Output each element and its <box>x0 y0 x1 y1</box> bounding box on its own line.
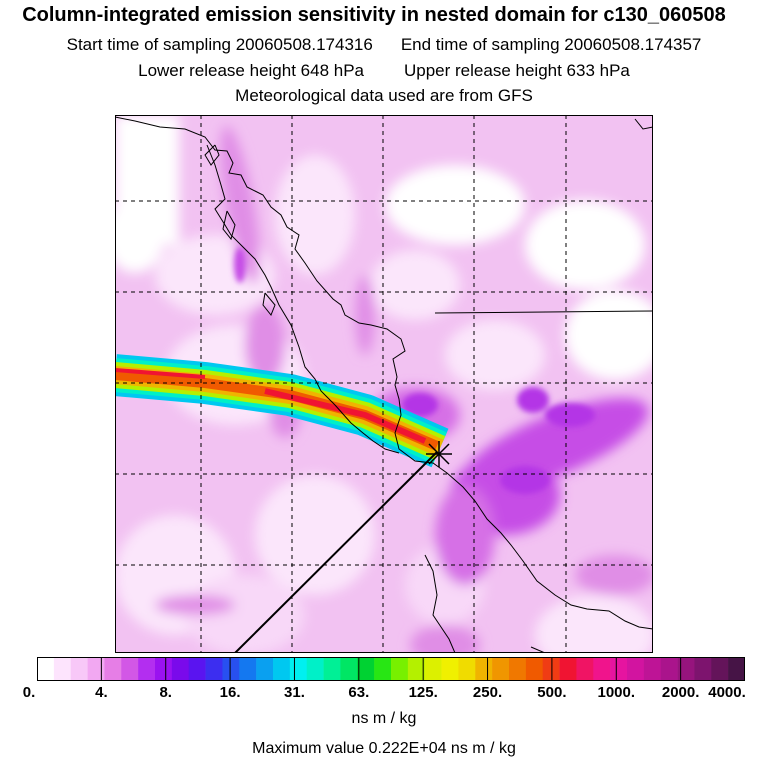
release-point-marker <box>426 441 452 467</box>
colorbar-label: 63. <box>348 684 370 701</box>
colorbar-cell <box>121 657 139 681</box>
colorbar-cell <box>374 657 392 681</box>
colorbar-cell <box>171 657 190 681</box>
upper-release-height: Upper release height 633 hPa <box>404 61 630 80</box>
colorbar-cell <box>627 657 645 681</box>
met-data-source: Meteorological data used are from GFS <box>235 86 533 105</box>
sensitivity-map <box>115 115 653 653</box>
colorbar-label: 8. <box>159 684 172 701</box>
colorbar <box>37 657 745 681</box>
colorbar-cell <box>694 657 712 681</box>
colorbar-frame <box>37 657 745 681</box>
colorbar-units: ns m / kg <box>351 710 417 727</box>
colorbar-cell <box>559 657 577 681</box>
colorbar-label: 125. <box>408 684 438 701</box>
colorbar-label: 500. <box>537 684 567 701</box>
colorbar-cell <box>492 657 510 681</box>
grid-lines <box>115 115 653 653</box>
colorbar-cell <box>525 657 544 681</box>
colorbar-cell <box>357 657 375 681</box>
colorbar-cell <box>239 657 257 681</box>
colorbar-label: 31. <box>284 684 305 701</box>
colorbar-label: 1000. <box>597 684 636 701</box>
colorbar-cell <box>593 657 611 681</box>
lower-release-height: Lower release height 648 hPa <box>138 61 364 80</box>
colorbar-cell <box>509 657 527 681</box>
colorbar-label: 2000. <box>661 684 700 701</box>
colorbar-cell <box>37 657 55 681</box>
colorbar-cell <box>542 657 560 681</box>
colorbar-cell <box>711 657 729 681</box>
colorbar-cell <box>610 657 628 681</box>
sensitivity-field <box>115 115 653 653</box>
colorbar-cell <box>728 657 745 681</box>
colorbar-cell <box>87 657 105 681</box>
map-frame <box>115 115 653 653</box>
maximum-value: Maximum value 0.222E+04 ns m / kg <box>252 740 516 757</box>
colorbar-cell <box>53 657 72 681</box>
plume <box>115 354 449 468</box>
colorbar-cell <box>289 657 308 681</box>
colorbar-cell <box>643 657 662 681</box>
colorbar-cell <box>155 657 173 681</box>
colorbar-cell <box>273 657 291 681</box>
colorbar-label: 16. <box>219 684 241 701</box>
sampling-times: Start time of sampling 20060508.174316 En… <box>0 35 768 55</box>
colorbar-cell <box>475 657 493 681</box>
colorbar-cell <box>677 657 695 681</box>
colorbar-label: 250. <box>472 684 503 701</box>
colorbar-ticks <box>100 657 682 681</box>
colorbar-cell <box>576 657 594 681</box>
colorbar-cell <box>256 657 274 681</box>
figure-title: Column-integrated emission sensitivity i… <box>22 4 726 26</box>
flight-track <box>234 451 438 653</box>
colorbar-cell <box>70 657 88 681</box>
colorbar-cell <box>340 657 358 681</box>
coastlines <box>115 116 653 653</box>
release-heights: Lower release height 648 hPa Upper releas… <box>0 61 768 81</box>
colorbar-cell <box>306 657 324 681</box>
colorbar-label: 0. <box>22 684 36 701</box>
colorbar-cell <box>222 657 240 681</box>
colorbar-cell <box>441 657 459 681</box>
colorbar-cell <box>188 657 206 681</box>
colorbar-cell <box>104 657 122 681</box>
colorbar-cell <box>391 657 409 681</box>
colorbar-label: 4000. <box>708 684 746 701</box>
colorbar-cells <box>37 657 745 681</box>
colorbar-cell <box>424 657 442 681</box>
start-time: Start time of sampling 20060508.174316 <box>66 35 373 54</box>
colorbar-label: 4. <box>95 684 108 701</box>
end-time: End time of sampling 20060508.174357 <box>400 35 702 54</box>
colorbar-cell <box>660 657 678 681</box>
colorbar-cell <box>407 657 426 681</box>
colorbar-cell <box>323 657 341 681</box>
colorbar-cell <box>205 657 223 681</box>
colorbar-cell <box>458 657 476 681</box>
colorbar-cell <box>138 657 156 681</box>
